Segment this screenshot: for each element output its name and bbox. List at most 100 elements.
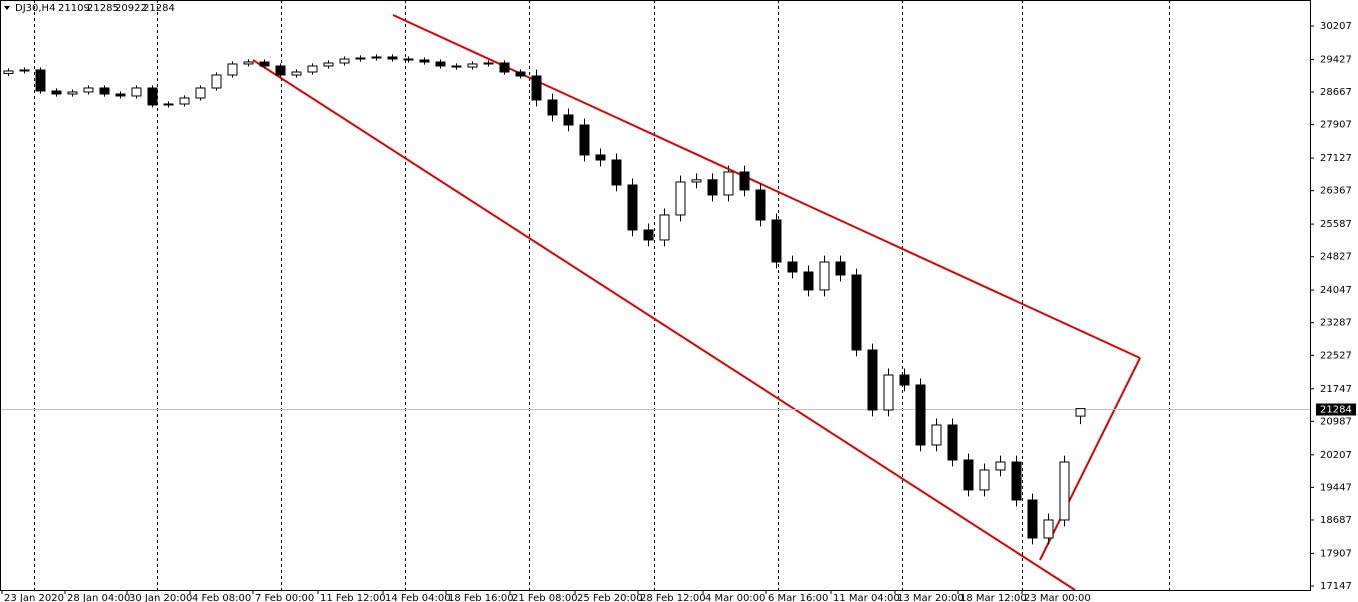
y-tick-label: 19447 <box>1320 482 1352 493</box>
candle-body <box>339 58 350 64</box>
candle-body <box>851 274 862 351</box>
candle-body <box>227 63 238 76</box>
candle-body <box>1011 461 1022 501</box>
header-high: 21285 <box>87 3 119 14</box>
candle-body <box>323 62 334 67</box>
candle-body <box>19 69 30 72</box>
candle-body <box>179 97 190 105</box>
candle-body <box>739 171 750 191</box>
candle-body <box>803 271 814 291</box>
x-tick-label: 7 Feb 00:00 <box>255 593 314 602</box>
candle-body <box>915 384 926 446</box>
candle-body <box>595 154 606 161</box>
candle-body <box>51 90 62 95</box>
candle-body <box>563 114 574 126</box>
candle-body <box>131 87 142 97</box>
y-tick-label: 24827 <box>1320 252 1352 263</box>
candle-body <box>547 99 558 116</box>
y-tick-label: 23287 <box>1320 318 1352 329</box>
candle-body <box>675 181 686 216</box>
candle-body <box>403 58 414 61</box>
x-tick-label: 4 Feb 08:00 <box>192 593 251 602</box>
candle-body <box>195 87 206 99</box>
candle-body <box>99 87 110 95</box>
y-tick-label: 27127 <box>1320 153 1352 164</box>
x-tick-label: 14 Feb 04:00 <box>385 593 451 602</box>
candle-body <box>291 71 302 76</box>
x-tick-label: 6 Mar 16:00 <box>768 593 828 602</box>
candle-body <box>755 189 766 221</box>
symbol-title: DJ30,H4 <box>15 3 55 14</box>
x-tick-label: 23 Jan 2020 <box>4 593 64 602</box>
x-tick-label: 30 Jan 20:00 <box>129 593 192 602</box>
x-tick-label: 18 Feb 16:00 <box>448 593 514 602</box>
candle-body <box>467 63 478 68</box>
trendline <box>1039 357 1141 561</box>
y-tick-label: 18687 <box>1320 515 1352 526</box>
x-tick-label: 11 Mar 04:00 <box>833 593 900 602</box>
candle-body <box>371 56 382 59</box>
candle-body <box>515 71 526 77</box>
candle-body <box>979 469 990 491</box>
candle-body <box>355 57 366 60</box>
candle-body <box>83 87 94 93</box>
candle-body <box>435 61 446 67</box>
candle-body <box>611 159 622 186</box>
header-open: 21109 <box>58 3 90 14</box>
y-tick-label: 17907 <box>1320 548 1352 559</box>
price-tag-label: 21284 <box>1320 405 1352 416</box>
y-tick-label: 26367 <box>1320 186 1352 197</box>
price-tag <box>1316 403 1356 416</box>
candle-body <box>707 179 718 196</box>
candle-body <box>499 62 510 73</box>
x-tick-label: 28 Jan 04:00 <box>67 593 130 602</box>
menu-triangle[interactable] <box>4 6 10 10</box>
y-tick-label: 24047 <box>1320 285 1352 296</box>
candle-body <box>211 74 222 89</box>
candle-body <box>1027 499 1038 539</box>
y-tick-label: 22527 <box>1320 350 1352 361</box>
y-tick-label: 30207 <box>1320 21 1352 32</box>
candle-body <box>883 374 894 411</box>
candle-body <box>627 184 638 231</box>
x-tick-label: 13 Mar 20:00 <box>897 593 964 602</box>
y-tick-label: 28667 <box>1320 87 1352 98</box>
candle-body <box>771 219 782 263</box>
candle-body <box>163 103 174 106</box>
candle-body <box>1059 461 1070 521</box>
candle-body <box>819 261 830 291</box>
candle-body <box>691 179 702 183</box>
y-tick-label: 21747 <box>1320 384 1352 395</box>
candle-body <box>35 69 46 92</box>
candle-body <box>419 59 430 63</box>
candle-body <box>723 171 734 196</box>
candle-body <box>3 70 14 74</box>
y-tick-label: 29427 <box>1320 54 1352 65</box>
header-low: 20922 <box>115 3 147 14</box>
candle-body <box>899 374 910 386</box>
header: DJ30,H4 21109 21285 20922 21284 <box>4 3 175 14</box>
candle-body <box>579 124 590 156</box>
x-tick-label: 25 Feb 20:00 <box>577 593 643 602</box>
candle-body <box>995 461 1006 471</box>
plot-frame <box>0 0 1311 591</box>
header-close: 21284 <box>143 3 175 14</box>
candle-body <box>659 214 670 241</box>
candle-body <box>243 61 254 65</box>
x-tick-label: 18 Mar 12:00 <box>960 593 1027 602</box>
y-tick-label: 20207 <box>1320 450 1352 461</box>
y-tick-label: 20987 <box>1320 416 1352 427</box>
candle-body <box>67 91 78 95</box>
candle-body <box>531 75 542 101</box>
candle-body <box>1043 519 1054 539</box>
period-separators <box>34 0 1170 590</box>
x-tick-label: 11 Feb 12:00 <box>320 593 386 602</box>
axes: 30207 29427 28667 27907 27127 26367 25587 24827… <box>1 21 1356 602</box>
candle-body <box>931 424 942 446</box>
candle-body <box>307 65 318 73</box>
x-tick-label: 4 Mar 00:00 <box>705 593 765 602</box>
y-tick-label: 27907 <box>1320 120 1352 131</box>
candle-body <box>387 56 398 60</box>
candles <box>0 54 1310 545</box>
